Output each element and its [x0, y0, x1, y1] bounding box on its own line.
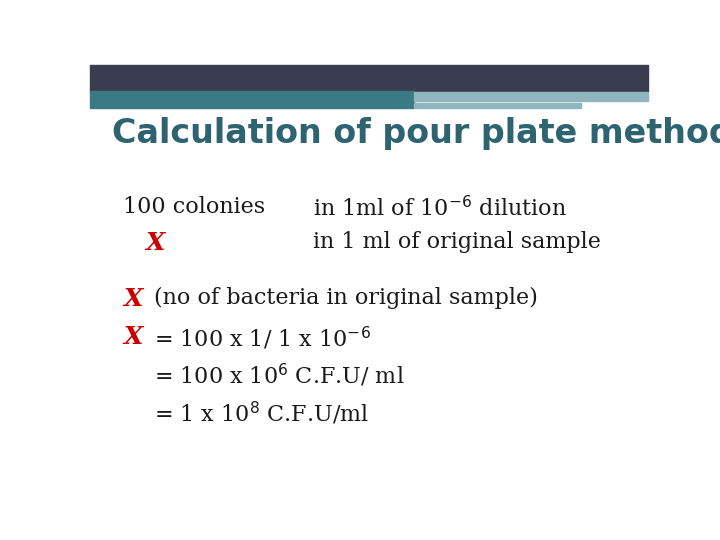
Text: in 1 ml of original sample: in 1 ml of original sample	[313, 231, 601, 253]
Text: in 1ml of 10$^{-6}$ dilution: in 1ml of 10$^{-6}$ dilution	[313, 196, 567, 221]
Text: = 100 x 1/ 1 x 10$^{-6}$: = 100 x 1/ 1 x 10$^{-6}$	[154, 325, 371, 352]
Bar	[413, 103, 581, 109]
Text: X: X	[124, 325, 143, 349]
Text: = 1 x 10$^{8}$ C.F.U/ml: = 1 x 10$^{8}$ C.F.U/ml	[154, 400, 369, 427]
Bar	[90, 65, 648, 92]
Text: Calculation of pour plate method:: Calculation of pour plate method:	[112, 117, 720, 150]
Text: = 100 x 10$^{6}$ C.F.U/ ml: = 100 x 10$^{6}$ C.F.U/ ml	[154, 362, 405, 389]
Text: X: X	[145, 231, 165, 255]
Text: 100 colonies: 100 colonies	[124, 196, 266, 218]
Text: X: X	[124, 287, 143, 311]
Bar	[413, 92, 648, 102]
Bar	[90, 91, 413, 109]
Text: (no of bacteria in original sample): (no of bacteria in original sample)	[154, 287, 538, 309]
